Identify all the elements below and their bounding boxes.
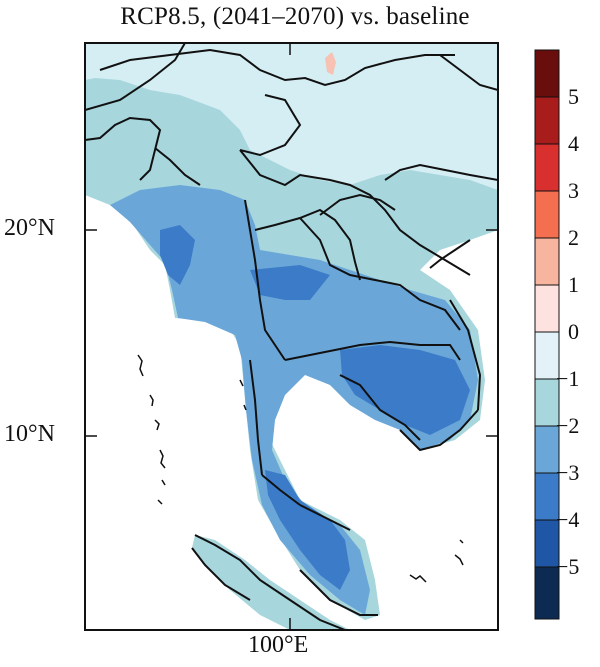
colorbar-label: −4 [556, 507, 580, 532]
zone-dark-4 [250, 265, 330, 300]
island-outlines [137, 354, 464, 583]
lat-label-10n: 10°N [4, 421, 55, 447]
map-plot-area [85, 43, 498, 630]
colorbar-label: 5 [568, 84, 579, 109]
zone-light [85, 43, 498, 190]
colorbar-label: 1 [568, 272, 579, 297]
colorbar-label: −2 [556, 413, 580, 438]
colorbar-label: 3 [568, 178, 579, 203]
zone-dark-2 [340, 345, 470, 435]
map-frame [84, 42, 499, 631]
colorbar-label: 0 [568, 319, 579, 344]
colorbar-label: −5 [556, 554, 580, 579]
colorbar-label: −1 [556, 366, 580, 391]
zone-warm-patch [325, 52, 336, 75]
map-title: RCP8.5, (2041–2070) vs. baseline [120, 3, 470, 30]
colorbar-label: 4 [568, 131, 579, 156]
zone-dark [160, 225, 195, 285]
country-borders [85, 43, 498, 630]
colorbar-label: −3 [556, 460, 580, 485]
lat-label-20n: 20°N [4, 215, 55, 241]
zone-light-2 [430, 55, 498, 120]
zone-dark-3 [265, 470, 350, 590]
zone-blue [110, 185, 478, 615]
axis-ticks [85, 43, 498, 630]
lon-label-100e: 100°E [248, 632, 309, 658]
colorbar [534, 49, 560, 620]
sumatra-landmass [192, 535, 350, 630]
colorbar-label: 2 [568, 225, 579, 250]
